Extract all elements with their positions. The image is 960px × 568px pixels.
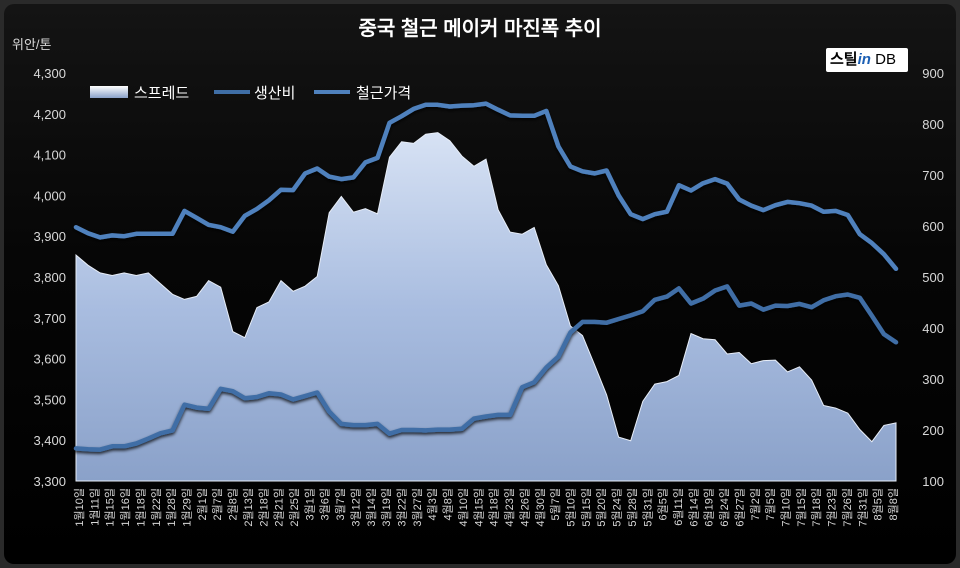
x-tick-label: 4월30일 [533,488,547,527]
x-tick-label: 7월18일 [809,488,823,527]
x-tick-label: 6월5일 [656,488,670,520]
x-tick-label: 5월31일 [640,488,654,527]
legend-label-price: 철근가격 [356,85,411,102]
left-axis-unit: 위안/톤 [12,37,52,52]
x-tick-label: 2월21일 [272,488,286,527]
x-tick-label: 3월12일 [349,488,363,527]
right-tick-label: 500 [922,270,944,285]
x-tick-label: 5월28일 [625,488,639,527]
x-tick-label: 3월6일 [318,488,332,520]
legend-label-cost: 생산비 [254,85,295,102]
x-tick-label: 6월19일 [702,488,716,527]
right-tick-label: 600 [922,219,944,234]
x-tick-label: 4월3일 [425,488,439,520]
x-tick-label: 7월15일 [794,488,808,527]
left-tick-label: 3,600 [33,352,66,367]
legend-item-price: 철근가격 [314,85,411,102]
x-tick-label: 3월22일 [395,488,409,527]
logo-part-1: 스틸 [830,51,858,68]
right-tick-label: 800 [922,117,944,132]
x-tick-label: 1월16일 [118,488,132,527]
x-tick-label: 6월27일 [732,488,746,527]
x-tick-label: 7월10일 [779,488,793,527]
right-axis-ticks: 100 200 300 400 500 600 700 800 900 [922,66,944,489]
x-tick-label: 1월22일 [149,488,163,527]
x-tick-label: 7월5일 [763,488,777,520]
x-tick-label: 2월1일 [195,488,209,520]
left-tick-label: 3,300 [33,474,66,489]
left-tick-label: 4,000 [33,188,66,203]
x-tick-label: 6월11일 [671,488,685,526]
right-tick-label: 900 [922,66,944,81]
series-line-cost [73,284,899,452]
x-tick-label: 4월15일 [471,488,485,527]
x-tick-label: 1월15일 [103,488,117,527]
x-tick-label: 2월25일 [287,488,301,527]
x-tick-label: 8월5일 [871,488,885,520]
x-tick-label: 4월23일 [502,488,516,527]
logo-part-2: in [857,51,871,68]
left-tick-label: 4,300 [33,66,66,81]
left-tick-label: 3,700 [33,311,66,326]
x-tick-label: 4월26일 [517,488,531,527]
x-tick-label: 3월27일 [410,488,424,527]
x-tick-label: 7월2일 [748,488,762,520]
x-tick-label: 6월14일 [686,488,700,527]
x-tick-label: 7월31일 [855,488,869,527]
right-tick-label: 200 [922,423,944,438]
left-tick-label: 3,500 [33,392,66,407]
x-tick-label: 1월28일 [164,488,178,527]
x-tick-label: 2월7일 [210,488,224,520]
x-tick-label: 2월13일 [241,488,255,527]
legend-label-spread: 스프레드 [134,85,189,102]
x-tick-label: 2월18일 [256,488,270,527]
chart-svg: 중국 철근 메이커 마진폭 추이 위안/톤 3,300 3,400 3,500 3,6… [12,17,944,527]
logo-part-3: DB [870,51,896,68]
x-tick-label: 6월24일 [717,488,731,527]
x-tick-label: 4월18일 [487,488,501,527]
x-tick-label: 5월7일 [548,488,562,520]
x-tick-label: 4월10일 [456,488,470,527]
left-tick-label: 3,400 [33,433,66,448]
right-tick-label: 100 [922,474,944,489]
steelin-db-logo: 스틸in DB [826,48,908,72]
legend-item-spread: 스프레드 [90,85,189,102]
right-tick-label: 400 [922,321,944,336]
x-tick-label: 3월14일 [364,488,378,527]
x-tick-label: 2월8일 [226,488,240,520]
chart-frame: 중국 철근 메이커 마진폭 추이 위안/톤 3,300 3,400 3,500 3,6… [4,4,956,564]
x-tick-label: 1월11일 [87,488,101,526]
left-tick-label: 4,100 [33,148,66,163]
x-tick-label: 1월18일 [133,488,147,527]
plot-area [73,101,899,482]
x-tick-label: 5월20일 [594,488,608,527]
x-tick-label: 7월23일 [825,488,839,527]
x-tick-label: 5월24일 [610,488,624,527]
right-tick-label: 300 [922,372,944,387]
left-tick-label: 3,800 [33,270,66,285]
x-tick-label: 3월7일 [333,488,347,520]
x-tick-label: 3월19일 [379,488,393,527]
right-tick-label: 700 [922,168,944,183]
x-tick-label: 5월10일 [564,488,578,527]
x-tick-label: 1월29일 [180,488,194,527]
legend-swatch-spread [90,86,128,98]
x-tick-label: 7월26일 [840,488,854,527]
x-tick-label: 1월10일 [72,488,86,527]
left-axis-ticks: 3,300 3,400 3,500 3,600 3,700 3,800 3,900 4,000… [33,66,66,489]
left-tick-label: 4,200 [33,107,66,122]
x-axis-ticks: 1월10일 1월11일 1월15일 1월16일 1월18일 1월22일 1월28일 1월29일… [72,488,900,527]
left-tick-label: 3,900 [33,229,66,244]
x-tick-label: 3월1일 [302,488,316,520]
legend-item-cost: 생산비 [214,85,295,102]
x-tick-label: 5월15일 [579,488,593,527]
chart-title: 중국 철근 메이커 마진폭 추이 [358,17,601,40]
x-tick-label: 8월8일 [886,488,900,520]
legend: 스프레드 생산비 철근가격 [90,85,411,102]
series-line-price [73,101,899,272]
x-tick-label: 4월8일 [441,488,455,520]
